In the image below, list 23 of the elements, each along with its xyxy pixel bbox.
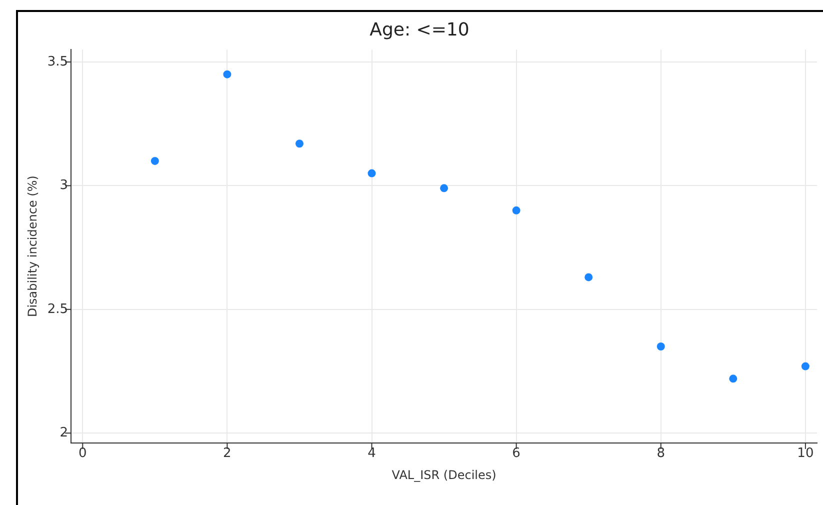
x-tick-label: 8 — [656, 446, 666, 462]
point — [295, 140, 304, 148]
y-tick-label: 3.5 — [47, 54, 68, 70]
x-axis-title: VAL_ISR (Deciles) — [392, 468, 496, 482]
x-tick-label: 6 — [512, 446, 520, 462]
point — [368, 169, 376, 178]
x-tick-label: 2 — [223, 446, 232, 462]
y-tick-label: 3 — [60, 178, 68, 194]
x-tick-label: 10 — [797, 446, 814, 462]
y-tick-label: 2.5 — [47, 302, 68, 317]
x-tick-label: 0 — [78, 446, 87, 462]
y-tick-label: 2 — [60, 425, 68, 440]
point — [801, 362, 810, 370]
chart-title: Age: <=10 — [370, 19, 470, 40]
point — [440, 184, 448, 192]
point — [512, 206, 520, 214]
point — [729, 374, 738, 383]
point — [584, 273, 593, 282]
point — [656, 342, 665, 351]
point — [223, 70, 232, 78]
point — [150, 156, 159, 165]
x-tick-label: 4 — [368, 446, 376, 462]
y-axis-title: Disability incidence (%) — [25, 176, 40, 318]
